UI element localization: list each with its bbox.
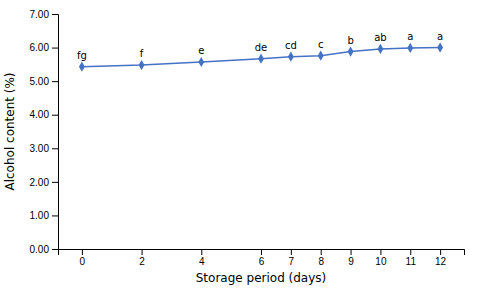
x-tick-mark [410,249,411,255]
x-tick-label: 0 [80,256,86,267]
x-tick-mark [321,249,322,255]
y-tick: 4.00 [30,109,58,120]
x-tick: 0 [80,249,86,267]
annotation: a [437,31,443,42]
y-tick-label: 7.00 [30,9,50,20]
y-tick-mark [52,215,58,216]
annotation: ab [374,32,386,43]
x-tick-label: 7 [289,256,295,267]
y-tick: 3.00 [30,143,58,154]
marks [79,42,443,71]
y-tick-mark [52,249,58,250]
x-tick-label: 10 [375,256,387,267]
marker [407,43,413,53]
y-tick-mark [52,182,58,183]
x-tick-mark [82,249,83,255]
marker [348,47,354,57]
y-tick: 0.00 [30,244,58,255]
x-tick: 8 [318,249,324,267]
x-tick: 11 [406,249,417,267]
x-axis-line [59,250,465,256]
y-tick-mark [52,14,58,15]
x-tick-label: 12 [435,256,447,267]
annotation: a [407,31,413,42]
marker [258,54,264,64]
x-tick-label: 6 [259,256,265,267]
y-axis: 0.00 1.00 2.00 3.00 4.00 5.00 6.00 7.00 [30,9,59,255]
annotation: e [198,45,204,56]
marker [198,57,204,67]
y-tick-label: 6.00 [30,42,50,53]
y-tick: 7.00 [30,9,58,20]
y-tick-mark [52,48,58,49]
x-tick: 9 [348,249,354,267]
x-axis-title: Storage period (days) [196,271,327,285]
annotation: c [318,39,324,50]
annotation: f [140,48,144,59]
annotation: b [347,35,353,46]
y-tick-label: 5.00 [30,76,50,87]
marker [437,42,443,52]
x-tick: 6 [259,249,265,267]
x-tick: 7 [289,249,295,267]
chart: 0 2 4 6 7 8 9 10 11 12 0.00 1.00 2.00 3.00 4.00 5.00 6.0… [0,0,480,289]
y-tick-mark [52,148,58,149]
x-tick: 2 [139,249,145,267]
x-tick-label: 8 [318,256,324,267]
y-tick-label: 1.00 [30,210,50,221]
x-tick-label: 11 [406,256,417,267]
annotation: de [255,42,268,53]
x-tick-mark [440,249,441,255]
y-axis-title: Alcohol content (%) [3,72,17,190]
x-tick: 12 [435,249,447,267]
annotation: cd [285,40,297,51]
x-tick-label: 2 [139,256,145,267]
x-tick-label: 9 [348,256,354,267]
x-tick-mark [380,249,381,255]
y-axis-line [52,15,59,250]
y-tick-label: 0.00 [30,244,50,255]
y-tick-mark [52,81,58,82]
marker [377,44,383,54]
marker [318,51,324,61]
x-tick-mark [261,249,262,255]
plot: 0 2 4 6 7 8 9 10 11 12 0.00 1.00 2.00 3.00 4.00 5.00 6.0… [3,9,465,285]
y-tick-mark [52,115,58,116]
marker [79,62,85,72]
x-tick-label: 4 [199,256,205,267]
y-tick-label: 2.00 [30,177,50,188]
y-tick: 6.00 [30,42,58,53]
x-tick: 10 [375,249,387,267]
x-tick-mark [142,249,143,255]
y-tick: 1.00 [30,210,58,221]
x-axis: 0 2 4 6 7 8 9 10 11 12 [59,249,465,267]
x-tick: 4 [199,249,205,267]
marker [288,52,294,62]
y-tick: 2.00 [30,177,58,188]
marker [139,60,145,70]
y-tick-label: 3.00 [30,143,50,154]
x-tick-mark [291,249,292,255]
y-tick: 5.00 [30,76,58,87]
annotation: fg [77,50,87,61]
x-tick-mark [351,249,352,255]
annotations: fg f e de cd c b ab a a [77,31,443,61]
x-tick-mark [201,249,202,255]
y-tick-label: 4.00 [30,109,50,120]
